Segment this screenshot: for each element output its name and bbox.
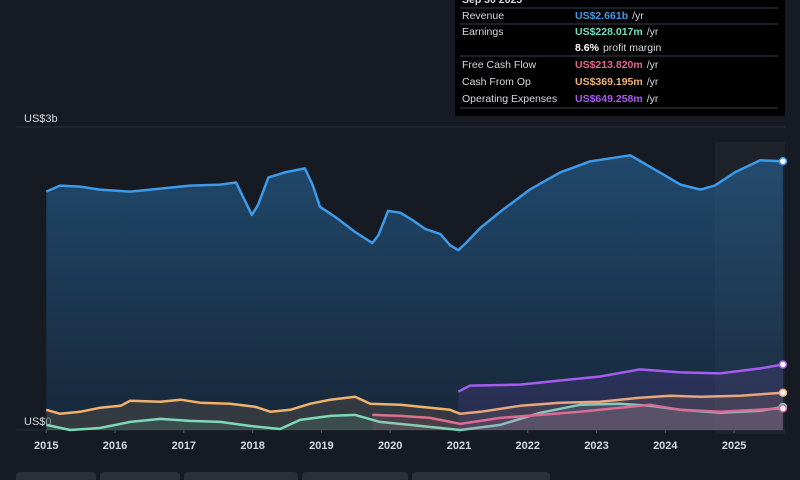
profit-margin: 8.6% profit margin — [575, 42, 661, 54]
button[interactable] — [16, 472, 96, 480]
series-line — [45, 391, 783, 416]
row-label: Revenue — [462, 10, 504, 22]
end-point — [778, 388, 788, 397]
row-label: Cash From Op — [462, 76, 531, 88]
tooltip: Sep 30 2025 Revenue US$2.661b/yr Earnings US… — [455, 0, 785, 116]
row-value: US$2.661b/yr — [575, 10, 644, 22]
row-unit: /yr — [647, 93, 659, 105]
row-unit: /yr — [632, 10, 644, 22]
row-value-number: US$213.820m — [575, 59, 643, 71]
row-value-number: US$228.017m — [575, 26, 643, 38]
x-tick-label: 2017 — [172, 440, 196, 452]
x-tick-label: 2016 — [103, 440, 127, 452]
x-tick-label: 2020 — [378, 440, 402, 452]
series-area — [46, 155, 783, 431]
end-point — [778, 156, 788, 166]
row-label: Earnings — [462, 26, 503, 38]
plot: US$0 US$3b 2015 2016 2017 2018 2019 2020 2021 202… — [16, 113, 788, 452]
x-tick-label: 2025 — [722, 440, 746, 452]
series-line — [372, 403, 783, 426]
row-value: US$649.258m/yr — [575, 93, 659, 105]
end-point — [778, 360, 788, 369]
bottom-buttons — [16, 472, 550, 480]
row-value-number: US$369.195m — [575, 76, 643, 88]
row-value-number: US$2.661b — [575, 10, 628, 22]
row-label: Free Cash Flow — [462, 59, 537, 71]
x-tick-label: 2019 — [309, 440, 333, 452]
row-unit: /yr — [647, 59, 659, 71]
margin-part: 8.6% — [575, 42, 600, 54]
row-unit: /yr — [647, 26, 659, 38]
y-tick-label: US$0 — [24, 416, 52, 428]
x-tick-label: 2022 — [516, 440, 540, 452]
button[interactable] — [302, 472, 408, 480]
x-tick-label: 2023 — [584, 440, 608, 452]
series-line — [457, 363, 784, 393]
button[interactable] — [412, 472, 550, 480]
series-line — [45, 154, 783, 252]
x-tick-label: 2021 — [447, 440, 471, 452]
series-area — [372, 404, 783, 430]
row-value-number: US$649.258m — [575, 93, 643, 105]
row-unit: /yr — [647, 76, 659, 88]
margin-part: profit margin — [603, 42, 662, 54]
tooltip-box — [455, 0, 785, 116]
end-point — [778, 404, 788, 413]
x-tick-label: 2015 — [34, 440, 58, 452]
row-label: Operating Expenses — [462, 93, 557, 105]
x-tick-label: 2024 — [653, 440, 678, 452]
row-value: US$369.195m/yr — [575, 76, 659, 88]
row-value: US$213.820m/yr — [575, 59, 659, 71]
button[interactable] — [100, 472, 180, 480]
tooltip-date: Sep 30 2025 — [462, 0, 522, 6]
button[interactable] — [184, 472, 298, 480]
y-tick-label: US$3b — [24, 113, 58, 125]
x-tick-label: 2018 — [240, 440, 264, 452]
series-area — [458, 364, 783, 430]
row-value: US$228.017m/yr — [575, 26, 659, 38]
